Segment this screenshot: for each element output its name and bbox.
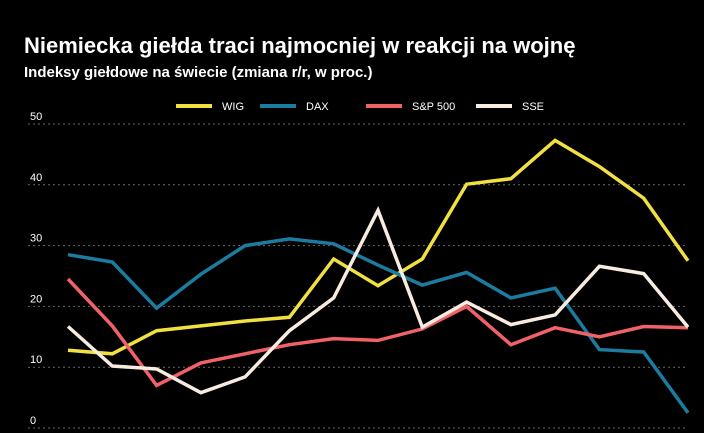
gridlines: [28, 123, 688, 429]
legend-label: DAX: [306, 101, 329, 113]
series-lines: [66, 138, 690, 414]
y-tick-label: 20: [30, 293, 42, 305]
legend: WIG DAX S&P 500 SSE: [176, 101, 544, 113]
legend-label: S&P 500: [412, 101, 455, 113]
legend-label: SSE: [522, 101, 544, 113]
series-line: [67, 237, 690, 414]
y-tick-label: 10: [30, 354, 42, 366]
series-line: [67, 138, 690, 356]
y-tick-label: 40: [30, 172, 42, 184]
chart-subtitle: Indeksy giełdowe na świecie (zmiana r/r,…: [24, 64, 373, 81]
y-axis: 0 10 20 30 40 50: [30, 111, 42, 427]
y-tick-label: 50: [30, 111, 42, 123]
chart-title: Niemiecka giełda traci najmocniej w reak…: [24, 33, 576, 58]
y-tick-label: 0: [30, 415, 36, 427]
series-line: [66, 205, 690, 395]
y-tick-label: 30: [30, 233, 42, 245]
legend-label: WIG: [222, 101, 244, 113]
